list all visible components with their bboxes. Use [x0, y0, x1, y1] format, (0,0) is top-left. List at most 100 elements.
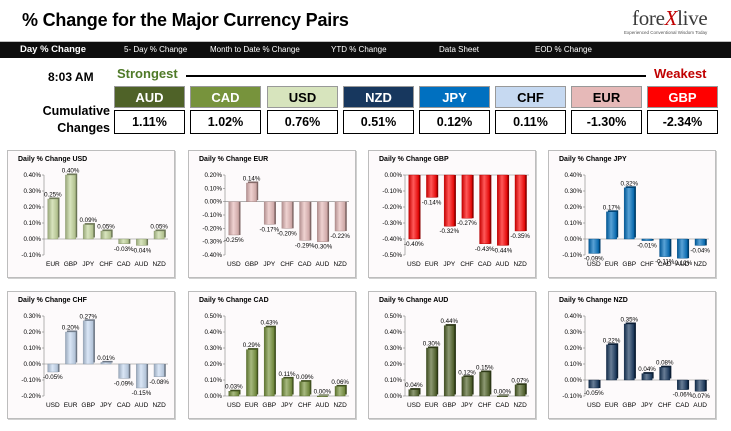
data-label: -0.15% [132, 390, 152, 397]
y-tick-label: 0.30% [204, 345, 222, 352]
y-tick-label: 0.30% [23, 188, 41, 195]
chart-panel-eur[interactable]: Daily % Change EUR 0.20% 0.10% 0.00% -0.10% -… [188, 150, 356, 278]
logo-wordmark: foreXlive [632, 6, 708, 30]
bar-chart: 0.30% 0.20% 0.10% 0.00% -0.10% -0.20% -0.05% US… [21, 313, 169, 409]
forexlive-logo[interactable]: foreXlive Experienced Conventional Wisdo… [622, 6, 718, 38]
cumulative-changes-label: Cumulative Changes [42, 104, 110, 135]
x-tick-label: USD [407, 261, 421, 268]
x-tick-label: EUR [245, 402, 259, 409]
x-tick-label: EUR [605, 402, 619, 409]
tab-eod-change[interactable]: EOD % Change [535, 45, 592, 54]
bar-aud [136, 363, 147, 389]
bar-chf [479, 371, 491, 397]
x-tick-label: EUR [425, 402, 439, 409]
x-tick-label: GBP [262, 402, 276, 409]
y-tick-label: 0.20% [204, 172, 222, 179]
data-label: -0.44% [493, 247, 513, 254]
y-tick-label: -0.40% [382, 236, 402, 243]
currency-header-usd: USD [267, 86, 338, 108]
cumulative-value-cad: 1.02% [190, 110, 261, 134]
y-tick-label: -0.10% [562, 252, 582, 259]
bar-eur [426, 174, 437, 198]
y-tick-label: 0.00% [564, 236, 582, 243]
bar-shadow [498, 394, 510, 396]
bar-gbp [65, 174, 76, 240]
chart-title: Daily % Change CAD [199, 297, 269, 304]
header: % Change for the Major Currency Pairs fo… [0, 0, 731, 42]
y-tick-label: -0.20% [382, 204, 402, 211]
bar-aud [317, 201, 328, 242]
y-tick-label: 0.20% [23, 329, 41, 336]
y-tick-label: 0.30% [23, 313, 41, 320]
tab-day-change[interactable]: Day % Change [20, 44, 86, 55]
data-label: 0.40% [62, 168, 80, 175]
bar-cad [677, 379, 688, 390]
data-label: -0.14% [422, 199, 442, 206]
data-label: 0.04% [638, 366, 656, 373]
data-label: 0.20% [62, 325, 80, 332]
bar-aud [136, 238, 147, 246]
y-tick-label: -0.10% [202, 212, 222, 219]
bar-nzd [153, 230, 165, 240]
y-tick-label: 0.10% [23, 345, 41, 352]
x-tick-label: NZD [152, 402, 166, 409]
x-tick-label: CAD [658, 261, 672, 268]
cumulative-value-jpy: 0.12% [419, 110, 490, 134]
y-tick-label: 0.40% [384, 329, 402, 336]
y-tick-label: -0.10% [562, 393, 582, 400]
bar-nzd [514, 174, 526, 232]
x-tick-label: USD [46, 402, 60, 409]
data-label: 0.03% [225, 384, 243, 391]
bar-shadow [102, 360, 113, 363]
chart-panel-jpy[interactable]: Daily % Change JPY 0.40% 0.30% 0.20% 0.10% 0.… [548, 150, 716, 278]
chart-panel-chf[interactable]: Daily % Change CHF 0.30% 0.20% 0.10% 0.00% -0… [7, 291, 175, 419]
tab-ytd-change[interactable]: YTD % Change [331, 45, 387, 54]
y-tick-label: 0.10% [384, 377, 402, 384]
bar-chart: 0.00%-0.10%-0.20%-0.30%-0.40%-0.50%-0.40… [382, 172, 530, 268]
bar-eur [65, 331, 76, 365]
chart-panel-cad[interactable]: Daily % Change CAD 0.50% 0.40% 0.30% 0.20% 0.… [188, 291, 356, 419]
bar-cad [479, 174, 491, 245]
chart-panel-usd[interactable]: Daily % Change USD 0.40% 0.30% 0.20% 0.10% 0.… [7, 150, 175, 278]
chart-panel-gbp[interactable]: Daily % Change GBP 0.00% -0.10% -0.20% -0.30… [368, 150, 536, 278]
x-tick-label: USD [587, 261, 601, 268]
chart-panel-aud[interactable]: Daily % Change AUD 0.50% 0.40% 0.30% 0.20% 0.… [368, 291, 536, 419]
x-tick-label: JPY [263, 261, 276, 268]
tab-5-day-change[interactable]: 5- Day % Change [124, 45, 188, 54]
x-tick-label: JPY [100, 402, 113, 409]
y-tick-label: 0.10% [204, 185, 222, 192]
tab-month-to-date-change[interactable]: Month to Date % Change [210, 45, 300, 54]
y-tick-label: -0.20% [21, 393, 41, 400]
data-label: -0.04% [132, 247, 152, 254]
data-label: 0.00% [494, 389, 512, 396]
data-label: -0.27% [457, 220, 477, 227]
bar-usd [228, 390, 240, 397]
bar-eur [426, 347, 437, 397]
x-tick-label: JPY [82, 261, 95, 268]
tab-bar: Day % Change 5- Day % Change Month to Da… [0, 42, 731, 58]
weakest-label: Weakest [654, 66, 707, 81]
y-tick-label: 0.00% [384, 172, 402, 179]
currency-header-gbp: GBP [647, 86, 718, 108]
bar-gbp [623, 187, 635, 240]
bar-aud [497, 174, 508, 246]
x-tick-label: GBP [442, 402, 456, 409]
data-label: 0.43% [261, 320, 279, 327]
y-tick-label: 0.00% [204, 199, 222, 206]
cumulative-value-nzd: 0.51% [343, 110, 414, 134]
data-label: -0.40% [404, 241, 424, 248]
chart-panel-nzd[interactable]: Daily % Change NZD 0.40% 0.30% 0.20% 0.10% 0.… [548, 291, 716, 419]
y-tick-label: 0.00% [564, 377, 582, 384]
tab-data-sheet[interactable]: Data Sheet [439, 45, 480, 54]
x-tick-label: AUD [135, 402, 149, 409]
bar-jpy [641, 373, 653, 381]
data-label: 0.32% [621, 180, 639, 187]
currency-header-cad: CAD [190, 86, 261, 108]
data-label: -0.29% [295, 242, 315, 249]
x-tick-label: NZD [693, 261, 707, 268]
x-tick-label: NZD [513, 261, 527, 268]
bar-nzd [153, 363, 165, 378]
bar-chf [659, 366, 671, 381]
bar-gbp [246, 182, 257, 202]
chart-title: Daily % Change USD [18, 156, 88, 163]
